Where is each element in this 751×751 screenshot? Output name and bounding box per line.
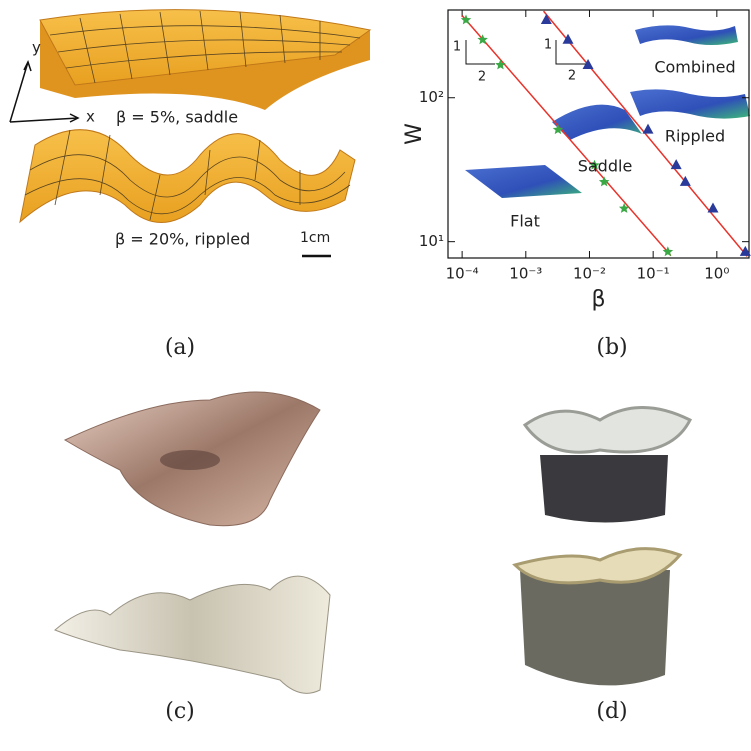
ripple-photo [54,575,331,694]
axis-x-label: x [86,108,95,126]
star-point [662,246,674,257]
x-tick-label: 10⁻³ [509,265,542,283]
x-tick-label: 10⁰ [704,265,729,283]
star-point [552,124,564,135]
triangle-point [582,58,594,69]
plot-frame [447,9,750,259]
annotation: 2 [478,70,486,85]
bowl-rim-top [522,406,693,454]
saddle-grid [49,10,361,84]
caption-b: (b) [596,335,627,360]
y-tick-label: 10² [419,88,444,106]
panel-c [54,391,331,694]
star-point [598,176,610,187]
triangle-point [562,33,574,44]
star-point [589,159,600,170]
caption-d: (d) [596,699,627,724]
y-axis-label: W [402,123,427,145]
fit-line [542,10,748,257]
triangle-point [707,202,719,213]
panel-b: 10⁻⁴ 10⁻³ 10⁻² 10⁻¹ 10⁰ 10¹ 10² β W Combined Rippl… [402,9,751,312]
star-point [618,203,630,213]
inset-flat [465,165,582,198]
bowl-body-top [540,455,668,523]
triangle-point [540,13,552,24]
slope-triangles [465,40,588,65]
x-tick-label: 10⁻² [573,265,606,283]
photo-shade [160,450,220,470]
annotation: Rippled [665,127,725,146]
annotation: Flat [510,212,540,231]
axes-arrows [9,60,80,123]
triangle-point [739,245,751,256]
bowl-body-bottom [520,570,670,686]
axis-y-label: y [32,39,41,57]
rippled-sheet [19,129,356,224]
annotation: 2 [568,69,576,84]
label-top: β = 5%, saddle [116,108,238,127]
annotation: Combined [654,58,735,77]
inset-combined [635,25,738,45]
triangle-point [670,159,682,170]
star-point [460,14,472,25]
rippled-grid [24,129,351,221]
star-point [495,59,506,70]
bowl-rim-bottom [512,547,683,585]
x-tick-label: 10⁻¹ [637,265,670,283]
panel-d [512,406,693,686]
x-tick-label: 10⁻⁴ [446,265,479,283]
annotation: 1 [544,38,552,53]
triangle-point [642,123,654,134]
inset-rippled [630,89,750,119]
star-point [477,34,488,45]
scale-bar-label: 1cm [300,230,330,246]
fit-line [461,15,672,257]
annotation: 1 [453,40,461,55]
label-bottom: β = 20%, rippled [115,230,250,249]
annotation: Saddle [578,157,633,176]
x-axis-label: β [591,287,605,312]
triangle-point [679,175,691,186]
caption-c: (c) [165,699,195,724]
panel-a: y x β = 5%, saddle β = 20%, rippled 1cm … [9,9,372,360]
caption-a: (a) [165,335,195,360]
inset-saddle [552,104,642,140]
y-tick-label: 10¹ [419,232,444,250]
